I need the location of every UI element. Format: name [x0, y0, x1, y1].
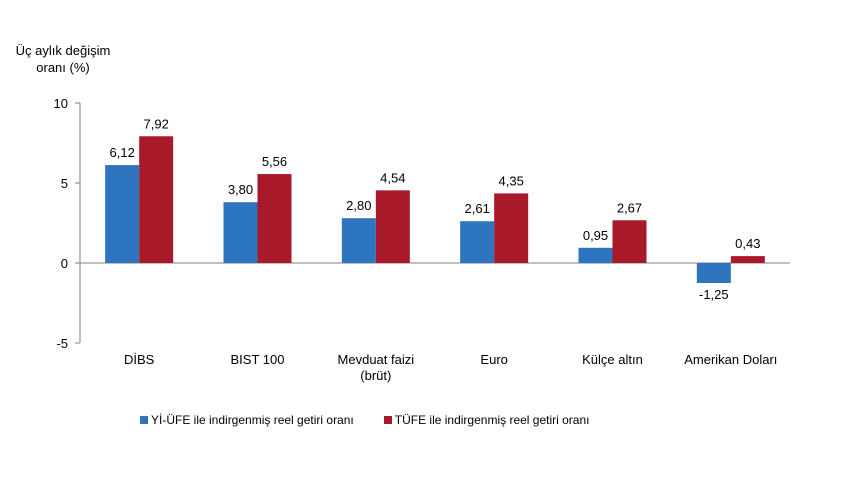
- bar: [223, 202, 258, 263]
- data-label: 4,35: [499, 173, 524, 188]
- legend-item-tufe: TÜFE ile indirgenmiş reel getiri oranı: [383, 413, 590, 427]
- y-axis-title-line2: oranı (%): [36, 60, 90, 75]
- bar: [494, 193, 529, 263]
- bar: [341, 218, 376, 263]
- data-label: -1,25: [699, 287, 729, 302]
- legend-label-tufe: TÜFE ile indirgenmiş reel getiri oranı: [394, 413, 590, 427]
- bar: [578, 247, 613, 263]
- y-tick-label: 0: [61, 256, 68, 271]
- data-label: 0,43: [735, 236, 760, 251]
- data-label: 6,12: [110, 145, 135, 160]
- bar: [139, 136, 174, 263]
- category-label: Mevduat faizi: [338, 352, 415, 367]
- data-label: 3,80: [228, 182, 253, 197]
- data-label: 5,56: [262, 154, 287, 169]
- legend: Yİ-ÜFE ile indirgenmiş reel getiri oranı…: [140, 413, 590, 427]
- legend-label-yiufe: Yİ-ÜFE ile indirgenmiş reel getiri oranı: [151, 413, 354, 427]
- bar: [696, 263, 731, 283]
- data-label: 0,95: [583, 228, 608, 243]
- category-label: Euro: [480, 352, 507, 367]
- y-tick-label: 10: [54, 96, 68, 111]
- bar: [105, 165, 140, 263]
- bar: [612, 220, 647, 263]
- bar: [257, 174, 292, 263]
- legend-swatch-yiufe: [140, 416, 148, 424]
- category-label: Külçe altın: [582, 352, 643, 367]
- data-label: 7,92: [144, 116, 169, 131]
- category-label: Amerikan Doları: [684, 352, 777, 367]
- bar: [460, 221, 495, 263]
- y-axis-title: Üç aylık değişim oranı (%): [8, 42, 118, 76]
- category-label: DİBS: [124, 352, 155, 367]
- y-tick-label: 5: [61, 176, 68, 191]
- data-label: 2,80: [346, 198, 371, 213]
- category-label: BIST 100: [231, 352, 285, 367]
- bar: [730, 256, 765, 263]
- y-axis-title-line1: Üç aylık değişim: [15, 43, 111, 58]
- data-label: 2,67: [617, 200, 642, 215]
- data-label: 4,54: [380, 170, 405, 185]
- legend-item-yiufe: Yİ-ÜFE ile indirgenmiş reel getiri oranı: [140, 413, 354, 427]
- data-label: 2,61: [465, 201, 490, 216]
- legend-swatch-tufe: [383, 416, 392, 424]
- y-tick-label: -5: [56, 336, 68, 351]
- category-label: (brüt): [360, 368, 391, 383]
- bar: [375, 190, 410, 263]
